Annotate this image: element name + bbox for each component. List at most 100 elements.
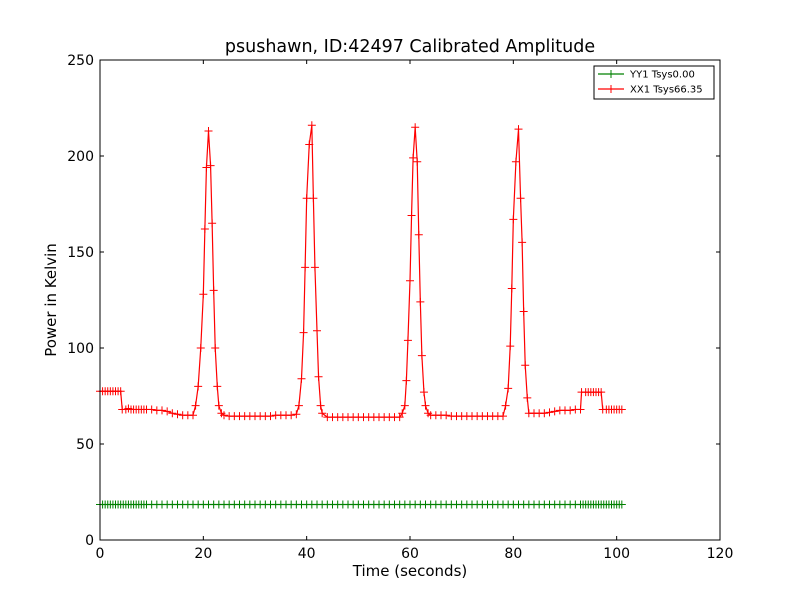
data-point <box>545 408 554 417</box>
data-point <box>314 372 323 381</box>
data-point <box>220 411 228 420</box>
data-point <box>194 382 203 391</box>
data-point <box>617 500 626 509</box>
data-point <box>499 412 507 421</box>
legend-marker <box>607 70 615 78</box>
legend-box <box>593 65 715 100</box>
legend-label: YY1 Tsys0.00 <box>629 70 695 81</box>
plot-background <box>100 60 720 540</box>
data-point <box>407 211 416 220</box>
data-point <box>147 405 156 414</box>
data-point <box>514 125 523 134</box>
data-point <box>310 263 319 272</box>
data-point <box>576 405 585 414</box>
data-point <box>302 194 311 203</box>
data-point <box>398 409 407 418</box>
data-point <box>421 401 430 410</box>
data-point <box>516 194 525 203</box>
data-point <box>316 401 325 410</box>
data-point <box>294 401 303 410</box>
data-point <box>301 263 310 272</box>
data-point <box>191 401 200 410</box>
legend-label: XX1 Tsys66.35 <box>630 85 703 96</box>
y-axis-label: Power in Kelvin <box>42 243 60 357</box>
data-point <box>199 290 208 299</box>
data-point <box>550 407 559 416</box>
data-point <box>204 127 213 136</box>
data-point <box>209 286 218 295</box>
legend: YY1 Tsys0.00 XX1 Tsys66.35 <box>593 65 715 100</box>
x-tick-label: 60 <box>401 546 419 562</box>
chart-title: psushawn, ID:42497 Calibrated Amplitude <box>225 37 595 57</box>
data-point <box>266 412 275 421</box>
data-point <box>402 376 411 385</box>
data-point <box>521 361 530 370</box>
data-point <box>287 411 296 420</box>
data-point <box>501 401 510 410</box>
y-tick-label: 200 <box>67 149 94 165</box>
data-point <box>566 406 575 415</box>
plot-area <box>96 59 721 541</box>
data-point <box>208 219 217 228</box>
data-point <box>413 157 422 166</box>
data-point <box>211 344 220 352</box>
y-axis-ticks: 0 50 100 150 200 250 <box>67 53 720 549</box>
data-point <box>417 351 426 360</box>
data-point <box>200 224 209 233</box>
data-point <box>309 194 318 203</box>
data-point <box>202 163 211 172</box>
x-tick-label: 20 <box>194 546 212 562</box>
x-tick-label: 100 <box>603 546 630 562</box>
data-point <box>506 342 515 351</box>
data-point <box>313 326 321 335</box>
x-tick-label: 120 <box>707 546 734 562</box>
x-axis-label: Time (seconds) <box>352 562 468 580</box>
data-point <box>400 401 409 410</box>
x-tick-label: 40 <box>298 546 316 562</box>
data-point <box>411 123 420 132</box>
data-point <box>299 328 308 337</box>
data-point <box>305 140 314 149</box>
data-point <box>406 276 414 285</box>
data-point <box>442 411 451 420</box>
data-point <box>511 157 520 166</box>
x-tick-label: 80 <box>504 546 522 562</box>
data-point <box>196 344 205 352</box>
data-point <box>307 121 316 130</box>
y-tick-label: 100 <box>67 341 94 357</box>
series-xx1 <box>96 121 626 422</box>
data-point <box>416 297 425 306</box>
y-tick-label: 150 <box>67 245 94 261</box>
series-yy1 <box>96 500 626 509</box>
data-point <box>523 393 532 402</box>
data-point <box>409 153 418 162</box>
data-point <box>297 374 306 383</box>
data-point <box>507 284 516 293</box>
data-point <box>519 307 528 316</box>
data-point <box>116 387 125 396</box>
data-point <box>419 388 428 397</box>
data-point <box>213 382 222 391</box>
data-point <box>403 336 412 345</box>
data-point <box>597 388 606 397</box>
series-layer <box>96 121 626 509</box>
data-point <box>518 238 527 247</box>
data-point <box>509 215 518 224</box>
data-point <box>617 405 626 414</box>
data-point <box>158 406 166 415</box>
x-tick-label: 0 <box>96 546 105 562</box>
data-point <box>189 411 197 420</box>
data-point <box>168 409 177 418</box>
legend-marker <box>607 85 615 93</box>
data-point <box>540 409 549 418</box>
data-point <box>163 407 172 416</box>
data-point <box>214 401 223 410</box>
data-point <box>206 161 215 170</box>
x-axis-ticks: 0 20 40 60 80 100 120 <box>96 60 734 562</box>
data-point <box>292 410 301 419</box>
data-point <box>414 230 423 239</box>
data-point <box>173 410 182 419</box>
y-tick-label: 50 <box>76 437 94 453</box>
y-tick-label: 250 <box>67 53 94 69</box>
